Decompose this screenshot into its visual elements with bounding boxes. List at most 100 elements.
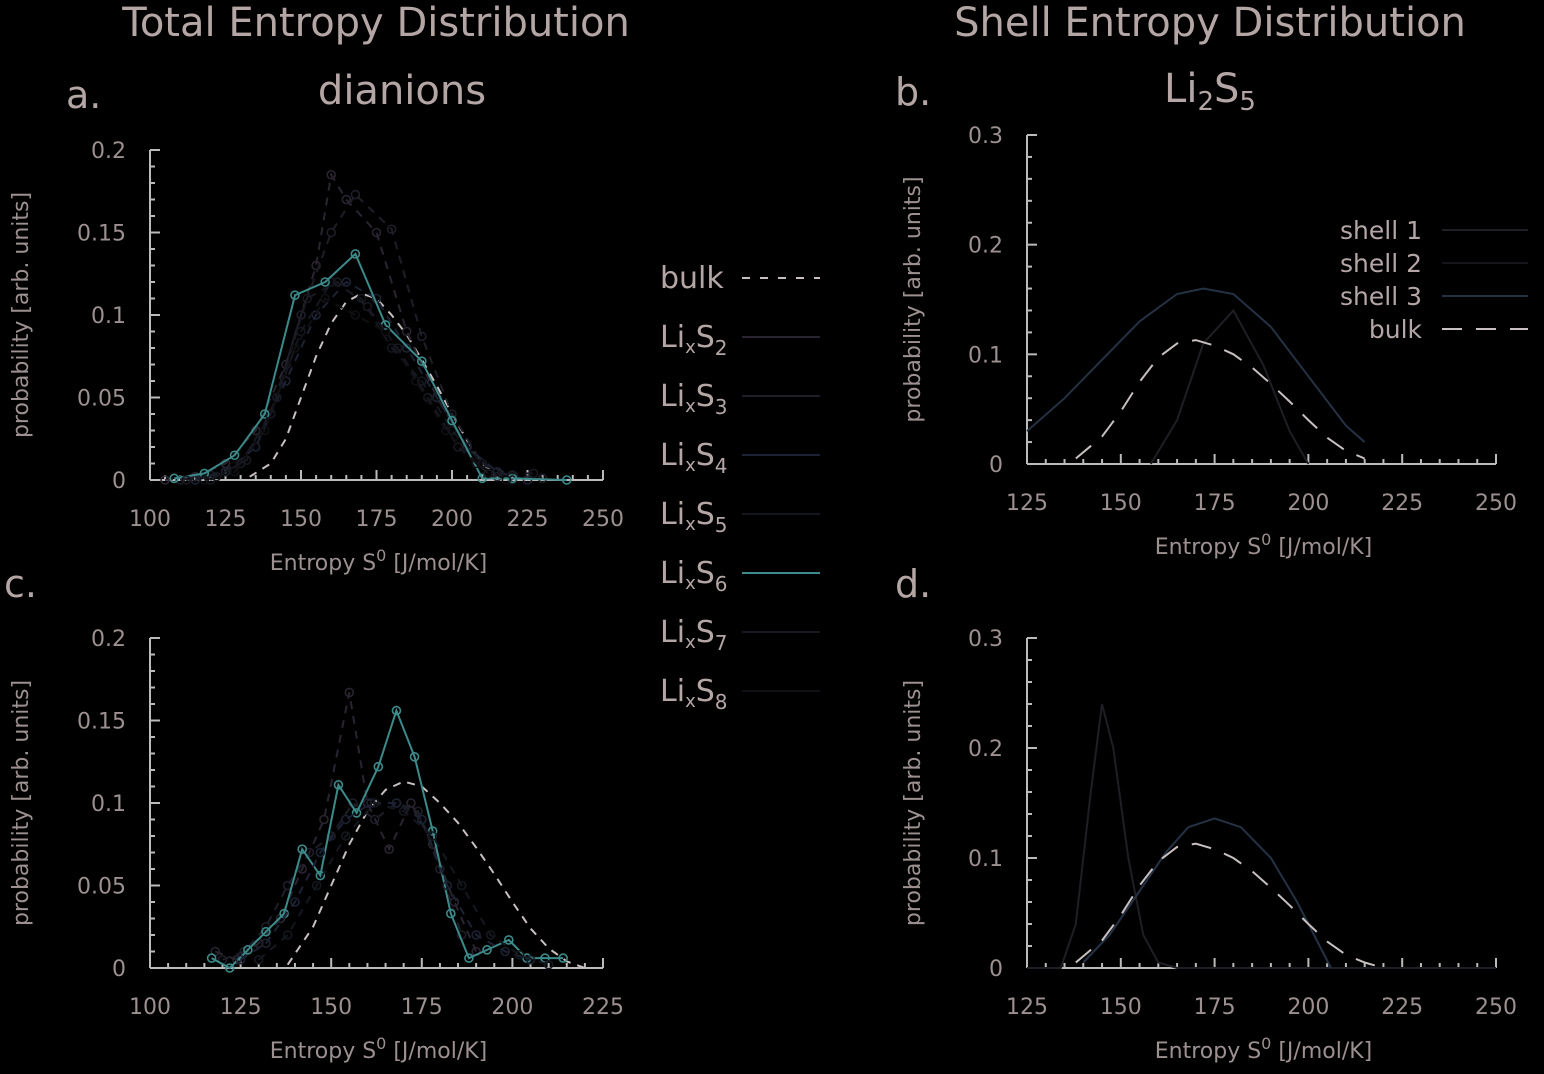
data-point-LixS6 [391, 705, 402, 716]
data-point-LixS3 [350, 189, 361, 200]
data-point-LixS6 [373, 761, 384, 772]
data-point-LixS4 [416, 814, 427, 825]
y-tick-label: 0.15 [77, 222, 126, 247]
x-tick-label: 150 [310, 995, 352, 1020]
data-point-LixS5 [340, 831, 351, 841]
data-point-LixS4 [500, 946, 510, 957]
data-point-LixS5 [427, 831, 438, 841]
data-point-LixS2 [371, 227, 382, 238]
data-point-LixS2 [341, 194, 352, 205]
x-axis-label-unit: [J/mol/K] [386, 1039, 487, 1064]
data-point-LixS4 [525, 954, 536, 965]
panel-letter-a: a. [66, 73, 101, 117]
legend-label-LixS7: LixS7 [660, 615, 728, 655]
x-axis-label-main: Entropy S [270, 1039, 376, 1064]
y-tick-label: 0 [989, 957, 1003, 982]
data-point-LixS7 [362, 301, 373, 312]
data-point-LixS7 [528, 468, 539, 479]
series-line-shell3 [1082, 817, 1332, 969]
data-point-LixS2 [319, 814, 329, 825]
y-axis-label: probability [arb. units] [901, 680, 926, 926]
data-point-LixS8 [501, 475, 512, 485]
data-point-LixS3 [326, 227, 337, 238]
data-point-LixS6 [427, 826, 438, 836]
series-line-LixS6 [211, 707, 564, 970]
x-tick-label: 125 [220, 995, 262, 1020]
data-point-LixS4 [340, 814, 351, 825]
data-point-LixS4 [220, 466, 231, 477]
x-tick-label: 225 [1381, 491, 1423, 516]
legend-x: x [685, 573, 696, 594]
x-axis-label-main: Entropy S [1155, 535, 1261, 560]
data-point-LixS4 [290, 897, 300, 907]
series-line-shell3 [1026, 287, 1366, 443]
x-axis-label-unit: [J/mol/K] [386, 551, 487, 576]
series-line-LixS6 [174, 252, 567, 481]
y-tick-label: 0.2 [968, 737, 1003, 762]
data-point-LixS8 [380, 326, 391, 337]
x-tick-label: 200 [1287, 491, 1329, 516]
data-point-LixS5 [485, 930, 496, 940]
data-point-LixS3 [175, 475, 185, 485]
x-axis-label-sup: 0 [376, 1034, 386, 1053]
panel-c-plot: 100 125 150 175 200 225 0 0.05 0.1 0.15 0.2 Entropy… [9, 627, 624, 1064]
title-right: Shell Entropy Distribution [954, 0, 1466, 46]
legend-x: x [685, 514, 696, 535]
y-tick-label: 0.1 [968, 847, 1003, 872]
x-tick-label: 200 [1287, 995, 1329, 1020]
legend-sub: 4 [715, 454, 728, 478]
data-point-LixS4 [261, 938, 271, 949]
data-point-LixS8 [441, 425, 451, 436]
legend-x: x [685, 337, 696, 358]
data-point-LixS6 [290, 290, 300, 301]
y-tick-label: 0.05 [77, 875, 126, 900]
data-point-LixS4 [522, 475, 533, 485]
data-point-LixS6 [445, 908, 456, 919]
title-left: Total Entropy Distribution [121, 0, 630, 46]
x-tick-label: 175 [1194, 995, 1236, 1020]
data-point-LixS3 [369, 814, 380, 825]
data-point-LixS5 [296, 326, 306, 337]
legend-s: S [696, 497, 715, 532]
series-line-bulk [286, 780, 586, 969]
x-tick-label: 200 [491, 995, 533, 1020]
x-tick-label: 150 [1100, 995, 1142, 1020]
series-line-LixS8 [204, 297, 507, 481]
x-axis-label-sup: 0 [1261, 1034, 1271, 1053]
x-tick-label: 100 [129, 995, 171, 1020]
data-point-LixS6 [320, 277, 330, 287]
data-point-LixS6 [206, 953, 217, 963]
data-point-LixS6 [315, 870, 326, 881]
x-tick-label: 175 [1194, 491, 1236, 516]
legend-label-LixS8: LixS8 [660, 674, 728, 714]
y-tick-label: 0.3 [968, 627, 1003, 652]
legend-li: Li [660, 556, 685, 591]
legend-x: x [685, 455, 696, 476]
x-tick-label: 125 [1006, 995, 1048, 1020]
data-point-LixS2 [344, 687, 355, 698]
data-point-LixS5 [514, 949, 525, 960]
data-point-LixS7 [272, 392, 282, 403]
data-point-LixS7 [211, 471, 222, 482]
x-tick-label: 150 [280, 507, 322, 532]
series-line-LixS3 [222, 801, 463, 961]
legend-label-LixS6: LixS6 [660, 556, 728, 596]
data-point-LixS3 [416, 331, 427, 342]
data-point-LixS6 [229, 450, 240, 461]
data-point-LixS6 [558, 953, 568, 963]
data-point-LixS2 [406, 798, 416, 808]
panel-letter-d: d. [895, 562, 931, 606]
data-point-LixS6 [297, 844, 308, 855]
data-point-LixS4 [442, 880, 452, 891]
data-point-LixS5 [369, 798, 380, 808]
data-point-LixS6 [169, 473, 179, 484]
data-point-LixS4 [471, 930, 481, 940]
legend-li: Li [660, 674, 685, 709]
data-point-LixS5 [456, 880, 467, 891]
legend-sub: 7 [715, 631, 728, 655]
legend-li: Li [660, 497, 685, 532]
x-tick-label: 250 [1475, 491, 1517, 516]
x-tick-label: 175 [401, 995, 443, 1020]
legend-x: x [685, 632, 696, 653]
